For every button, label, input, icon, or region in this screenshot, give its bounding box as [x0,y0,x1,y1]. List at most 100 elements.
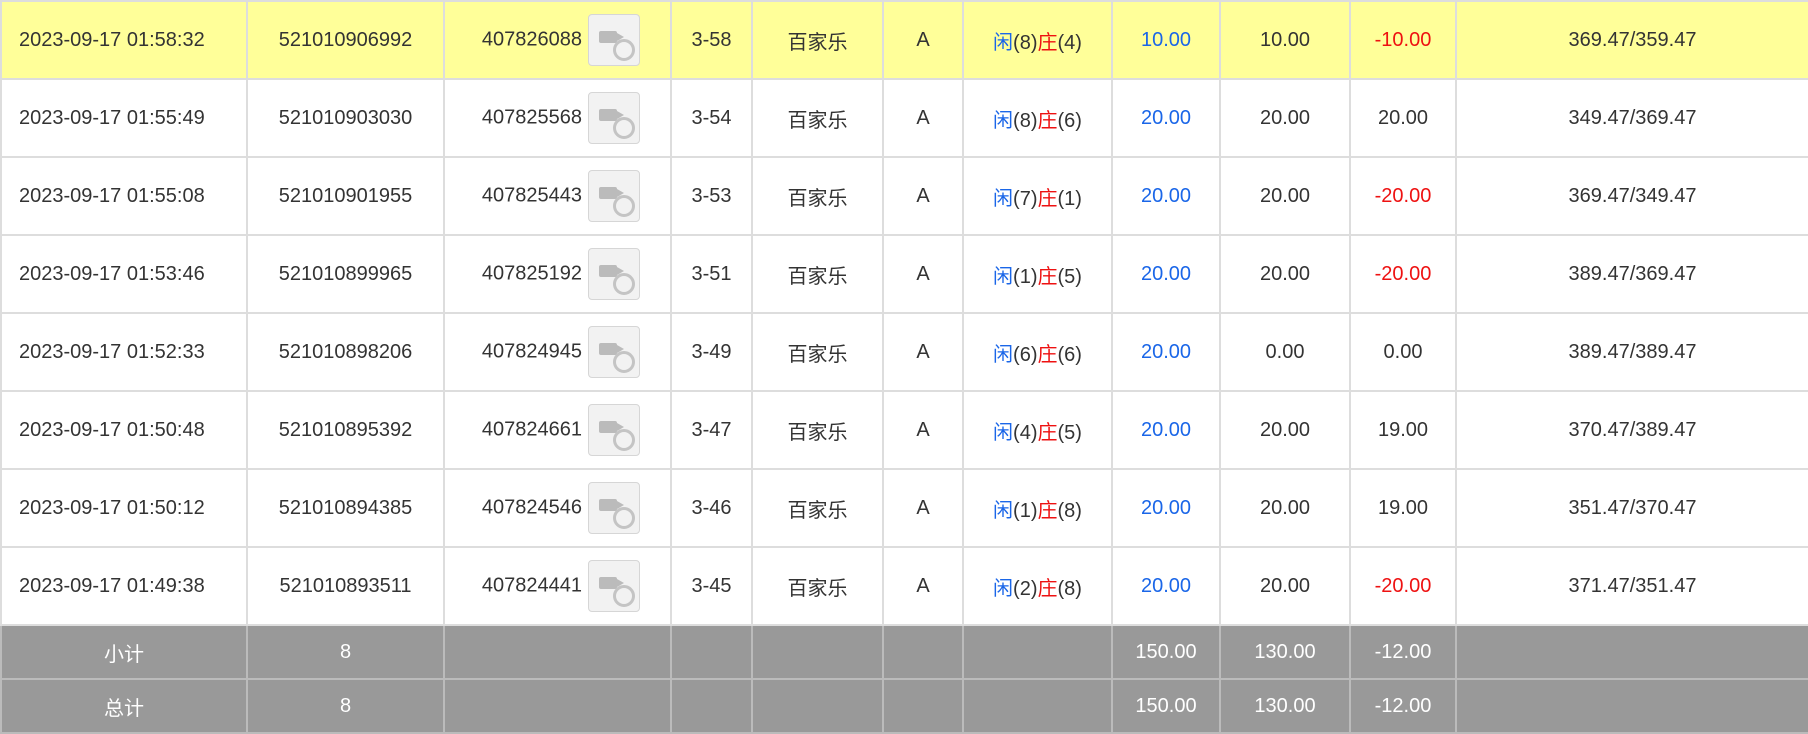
player-label: 闲 [993,343,1014,366]
valid-bet: 20.00 [1219,156,1351,236]
game-result: 闲(2)庄(8) [962,546,1113,626]
win-loss: -20.00 [1349,156,1457,236]
total-label: 总计 [0,678,248,734]
banker-score: (5) [1057,421,1082,444]
round-id-cell: 407825568 [443,78,672,158]
player-score: (6) [1013,343,1038,366]
shoe-number: 3-46 [670,468,753,548]
player-score: (2) [1013,577,1038,600]
game-type: 百家乐 [751,0,884,80]
video-replay-icon[interactable] [588,92,640,144]
round-id: 407824546 [481,496,582,519]
game-result: 闲(6)庄(6) [962,312,1113,392]
win-loss: 0.00 [1349,312,1457,392]
game-result: 闲(1)庄(5) [962,234,1113,314]
table-row[interactable]: 2023-09-17 01:55:08 521010901955 4078254… [0,156,1808,236]
round-id: 407824441 [481,574,582,597]
video-replay-icon[interactable] [588,248,640,300]
empty-cell [882,678,964,734]
empty-cell [443,624,672,680]
order-id: 521010893511 [246,546,445,626]
player-score: (4) [1013,421,1038,444]
subtotal-label: 小计 [0,624,248,680]
game-result: 闲(4)庄(5) [962,390,1113,470]
player-label: 闲 [993,265,1014,288]
banker-label: 庄 [1037,187,1058,210]
balance-change: 370.47/389.47 [1455,390,1808,470]
bet-time: 2023-09-17 01:50:12 [0,468,248,548]
table-code: A [882,234,964,314]
win-loss: -10.00 [1349,0,1457,80]
empty-cell [751,624,884,680]
game-type: 百家乐 [751,312,884,392]
bet-time: 2023-09-17 01:55:08 [0,156,248,236]
order-id: 521010894385 [246,468,445,548]
valid-bet: 20.00 [1219,234,1351,314]
table-code: A [882,312,964,392]
order-id: 521010906992 [246,0,445,80]
shoe-number: 3-45 [670,546,753,626]
table-row[interactable]: 2023-09-17 01:58:32 521010906992 4078260… [0,0,1808,80]
bet-time: 2023-09-17 01:52:33 [0,312,248,392]
banker-label: 庄 [1037,499,1058,522]
total-valid-bet: 130.00 [1219,678,1351,734]
round-id: 407826088 [481,28,582,51]
table-row[interactable]: 2023-09-17 01:49:38 521010893511 4078244… [0,546,1808,626]
table-code: A [882,390,964,470]
shoe-number: 3-47 [670,390,753,470]
total-count: 8 [246,678,445,734]
game-type: 百家乐 [751,390,884,470]
bet-amount: 20.00 [1111,234,1221,314]
table-row[interactable]: 2023-09-17 01:50:48 521010895392 4078246… [0,390,1808,470]
bet-amount: 20.00 [1111,546,1221,626]
bet-time: 2023-09-17 01:50:48 [0,390,248,470]
table-row[interactable]: 2023-09-17 01:53:46 521010899965 4078251… [0,234,1808,314]
balance-change: 389.47/389.47 [1455,312,1808,392]
bet-time: 2023-09-17 01:53:46 [0,234,248,314]
video-replay-icon[interactable] [588,482,640,534]
shoe-number: 3-49 [670,312,753,392]
empty-cell [962,678,1113,734]
video-replay-icon[interactable] [588,14,640,66]
video-replay-icon[interactable] [588,170,640,222]
bet-time: 2023-09-17 01:58:32 [0,0,248,80]
win-loss: 19.00 [1349,468,1457,548]
video-replay-icon[interactable] [588,560,640,612]
banker-score: (4) [1057,31,1082,54]
balance-change: 351.47/370.47 [1455,468,1808,548]
game-type: 百家乐 [751,546,884,626]
total-bet: 150.00 [1111,678,1221,734]
valid-bet: 20.00 [1219,78,1351,158]
round-id: 407824945 [481,340,582,363]
valid-bet: 0.00 [1219,312,1351,392]
table-row[interactable]: 2023-09-17 01:55:49 521010903030 4078255… [0,78,1808,158]
empty-cell [670,678,753,734]
video-replay-icon[interactable] [588,404,640,456]
table-code: A [882,468,964,548]
round-id-cell: 407825192 [443,234,672,314]
bet-amount: 10.00 [1111,0,1221,80]
order-id: 521010895392 [246,390,445,470]
subtotal-win-loss: -12.00 [1349,624,1457,680]
table-code: A [882,546,964,626]
balance-change: 389.47/369.47 [1455,234,1808,314]
table-row[interactable]: 2023-09-17 01:52:33 521010898206 4078249… [0,312,1808,392]
banker-label: 庄 [1037,109,1058,132]
win-loss: 19.00 [1349,390,1457,470]
table-row[interactable]: 2023-09-17 01:50:12 521010894385 4078245… [0,468,1808,548]
round-id-cell: 407824441 [443,546,672,626]
banker-score: (5) [1057,265,1082,288]
empty-cell [962,624,1113,680]
balance-change: 369.47/359.47 [1455,0,1808,80]
player-label: 闲 [993,187,1014,210]
balance-change: 369.47/349.47 [1455,156,1808,236]
total-row: 总计 8 150.00 130.00 -12.00 [0,678,1808,734]
banker-label: 庄 [1037,577,1058,600]
order-id: 521010903030 [246,78,445,158]
win-loss: -20.00 [1349,546,1457,626]
game-type: 百家乐 [751,78,884,158]
valid-bet: 20.00 [1219,390,1351,470]
player-score: (1) [1013,265,1038,288]
video-replay-icon[interactable] [588,326,640,378]
